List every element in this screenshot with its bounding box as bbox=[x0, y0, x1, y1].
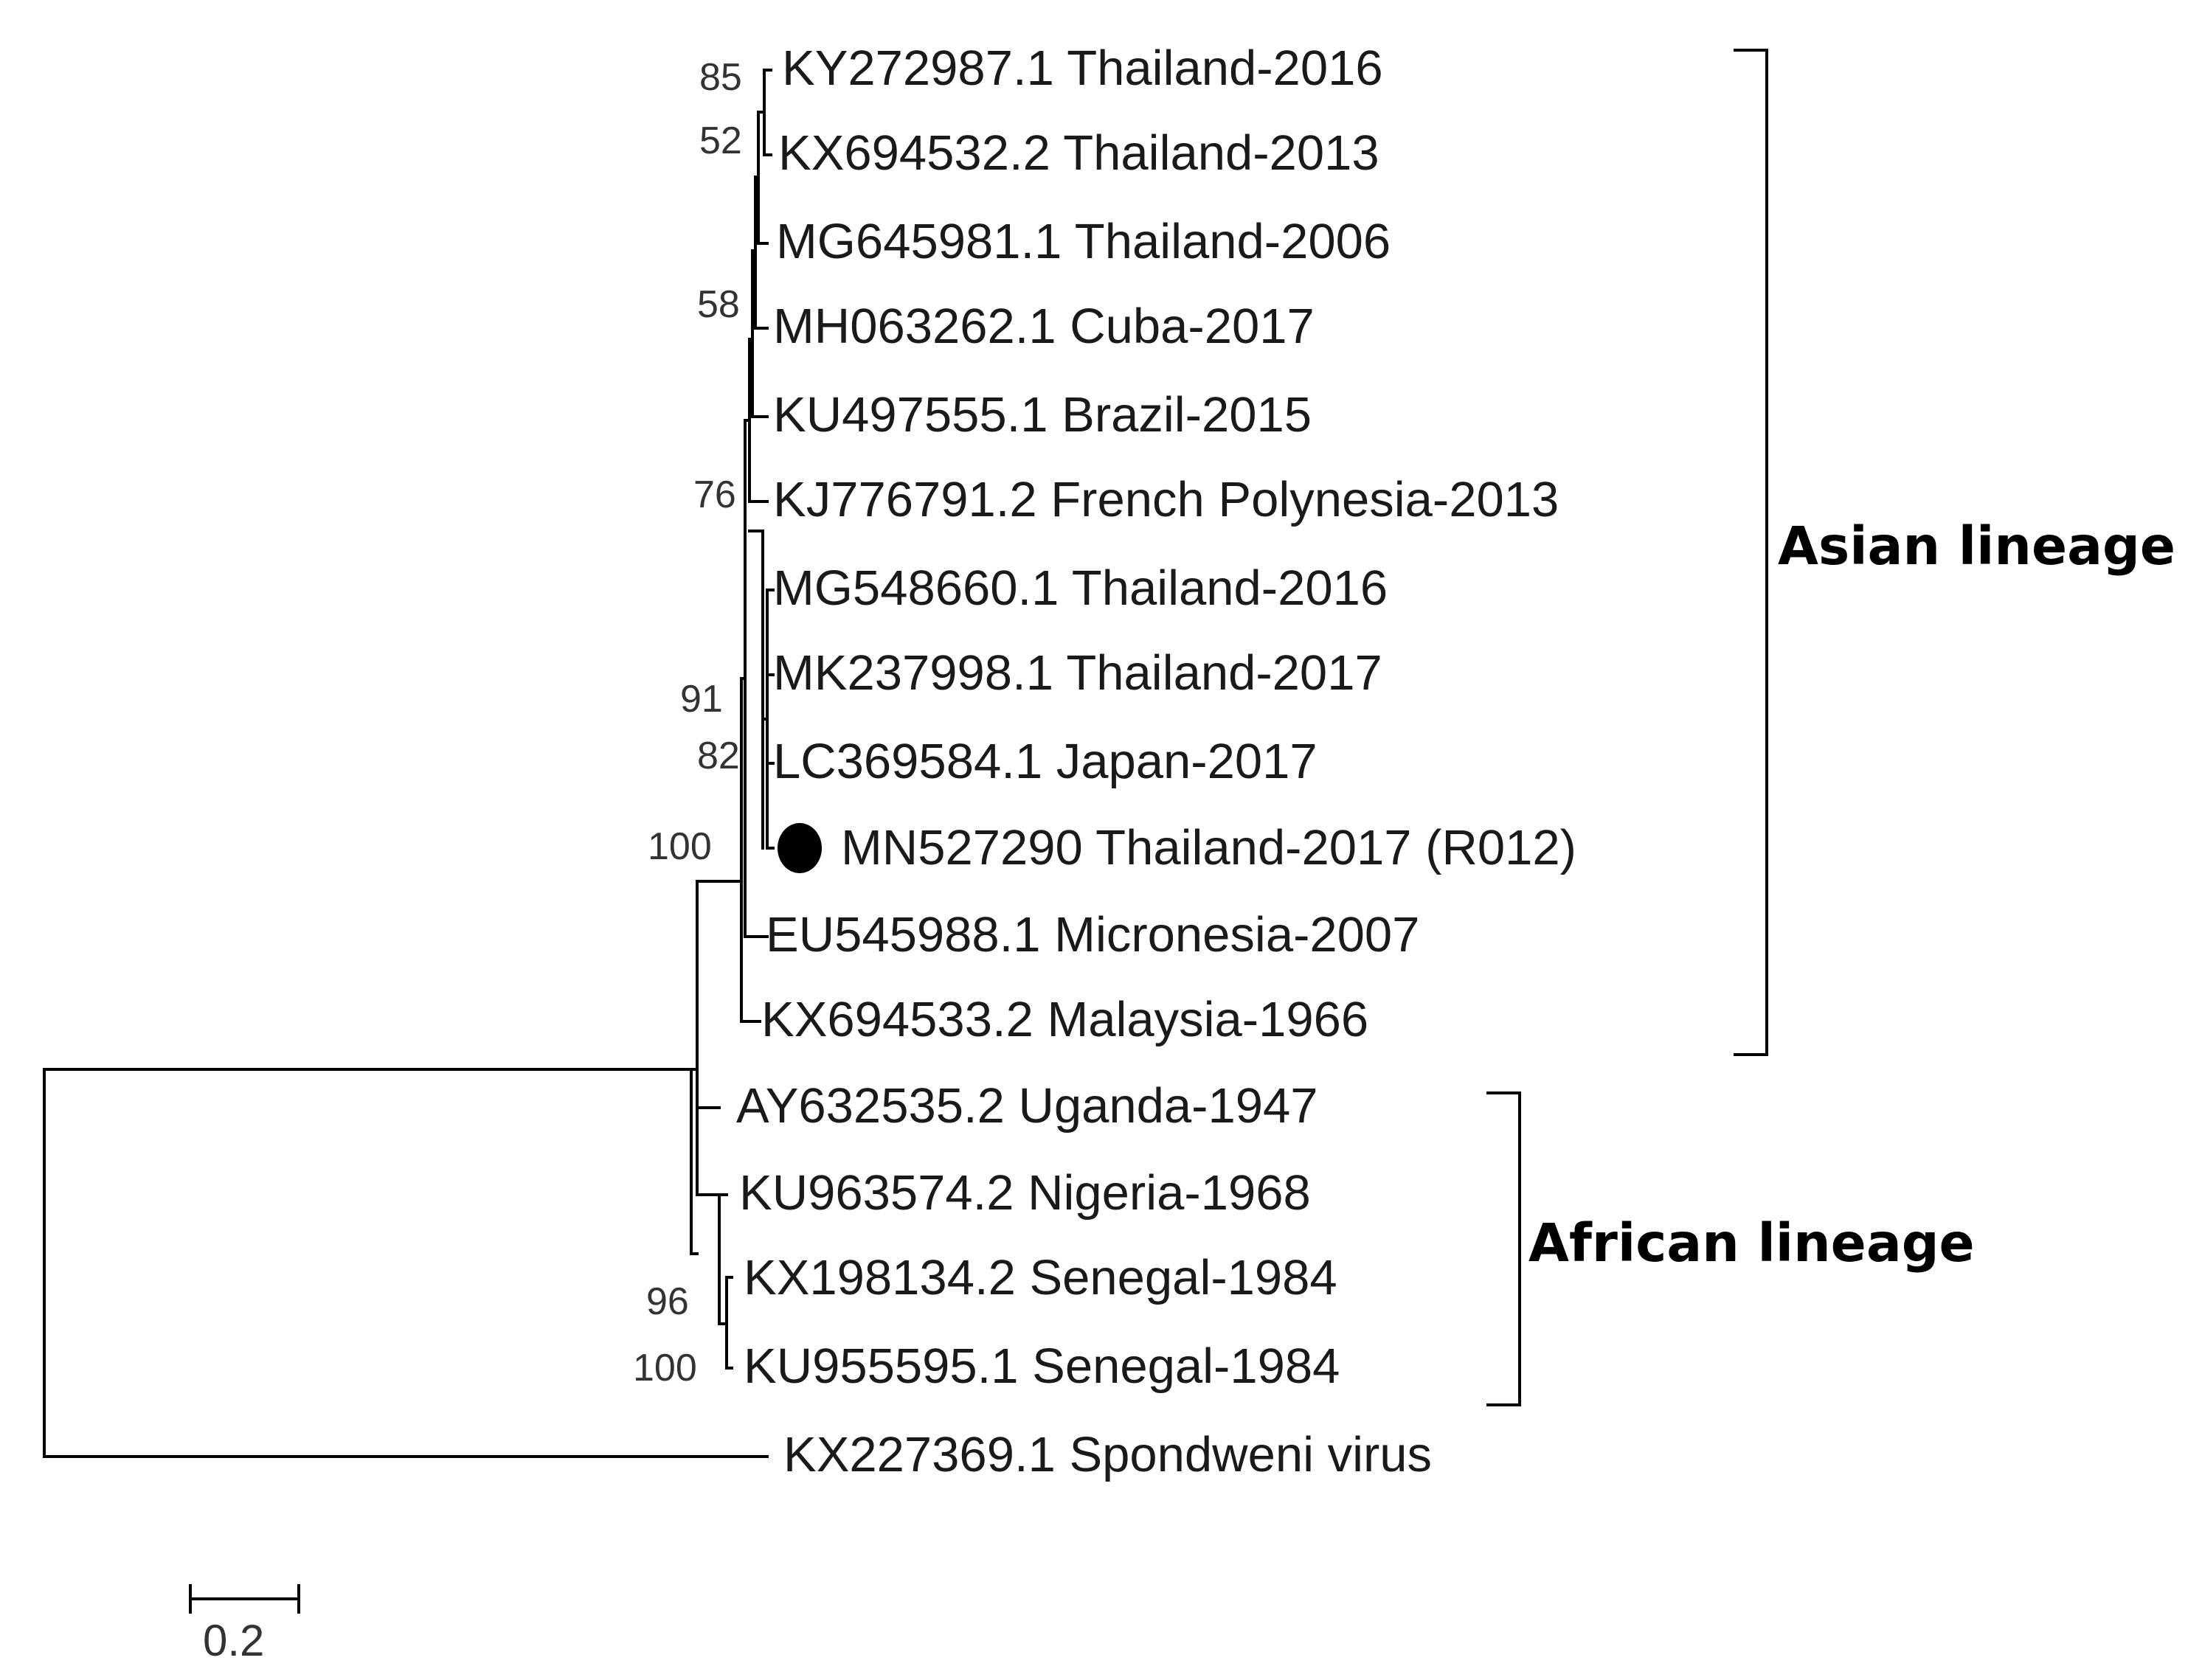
taxon-label-highlighted: MN527290 Thailand-2017 (R012) bbox=[841, 820, 1576, 875]
taxon-label: KX694532.2 Thailand-2013 bbox=[778, 125, 1379, 181]
taxon-label: KU963574.2 Nigeria-1968 bbox=[739, 1165, 1311, 1221]
taxon-label: KY272987.1 Thailand-2016 bbox=[782, 41, 1383, 96]
scale-bar: 0.2 bbox=[189, 1584, 300, 1665]
scale-bar-label: 0.2 bbox=[203, 1616, 264, 1665]
asian-lineage-label: Asian lineage bbox=[1778, 516, 2175, 577]
bootstrap-value: 100 bbox=[633, 1347, 697, 1389]
bootstrap-value: 58 bbox=[697, 283, 740, 326]
taxon-label: AY632535.2 Uganda-1947 bbox=[736, 1078, 1318, 1134]
bootstrap-value: 82 bbox=[697, 735, 740, 777]
bootstrap-value: 96 bbox=[646, 1280, 689, 1323]
asian-lineage-bracket: Asian lineage bbox=[1734, 49, 2175, 1056]
african-clade-branches bbox=[690, 880, 733, 1370]
taxon-label: KX227369.1 Spondweni virus bbox=[783, 1427, 1432, 1482]
bootstrap-value: 85 bbox=[699, 56, 742, 99]
asian-clade-branches bbox=[696, 69, 775, 1023]
taxon-label: MH063262.1 Cuba-2017 bbox=[773, 299, 1315, 354]
taxon-label: MG645981.1 Thailand-2006 bbox=[776, 214, 1391, 269]
taxon-label: KX694533.2 Malaysia-1966 bbox=[761, 992, 1368, 1047]
highlight-marker-icon bbox=[778, 823, 822, 873]
taxon-label: MG548660.1 Thailand-2016 bbox=[773, 560, 1388, 616]
bootstrap-value: 52 bbox=[699, 119, 742, 162]
taxon-label: LC369584.1 Japan-2017 bbox=[773, 734, 1318, 789]
taxon-label: KU497555.1 Brazil-2015 bbox=[773, 387, 1312, 442]
root-branches bbox=[43, 1068, 769, 1458]
taxon-label: KX198134.2 Senegal-1984 bbox=[744, 1250, 1337, 1305]
bootstrap-values: 85 52 58 76 91 82 100 96 100 bbox=[633, 56, 742, 1389]
taxon-labels: KY272987.1 Thailand-2016 KX694532.2 Thai… bbox=[736, 41, 1576, 1482]
bootstrap-value: 100 bbox=[648, 825, 712, 868]
taxon-label: KU955595.1 Senegal-1984 bbox=[744, 1339, 1340, 1394]
taxon-label: EU545988.1 Micronesia-2007 bbox=[766, 907, 1419, 962]
taxon-label: KJ776791.2 French Polynesia-2013 bbox=[773, 472, 1559, 527]
taxon-label: MK237998.1 Thailand-2017 bbox=[773, 645, 1382, 701]
african-lineage-label: African lineage bbox=[1528, 1212, 1975, 1274]
bootstrap-value: 76 bbox=[693, 473, 736, 516]
african-lineage-bracket: African lineage bbox=[1486, 1091, 1975, 1406]
bootstrap-value: 91 bbox=[680, 678, 723, 721]
